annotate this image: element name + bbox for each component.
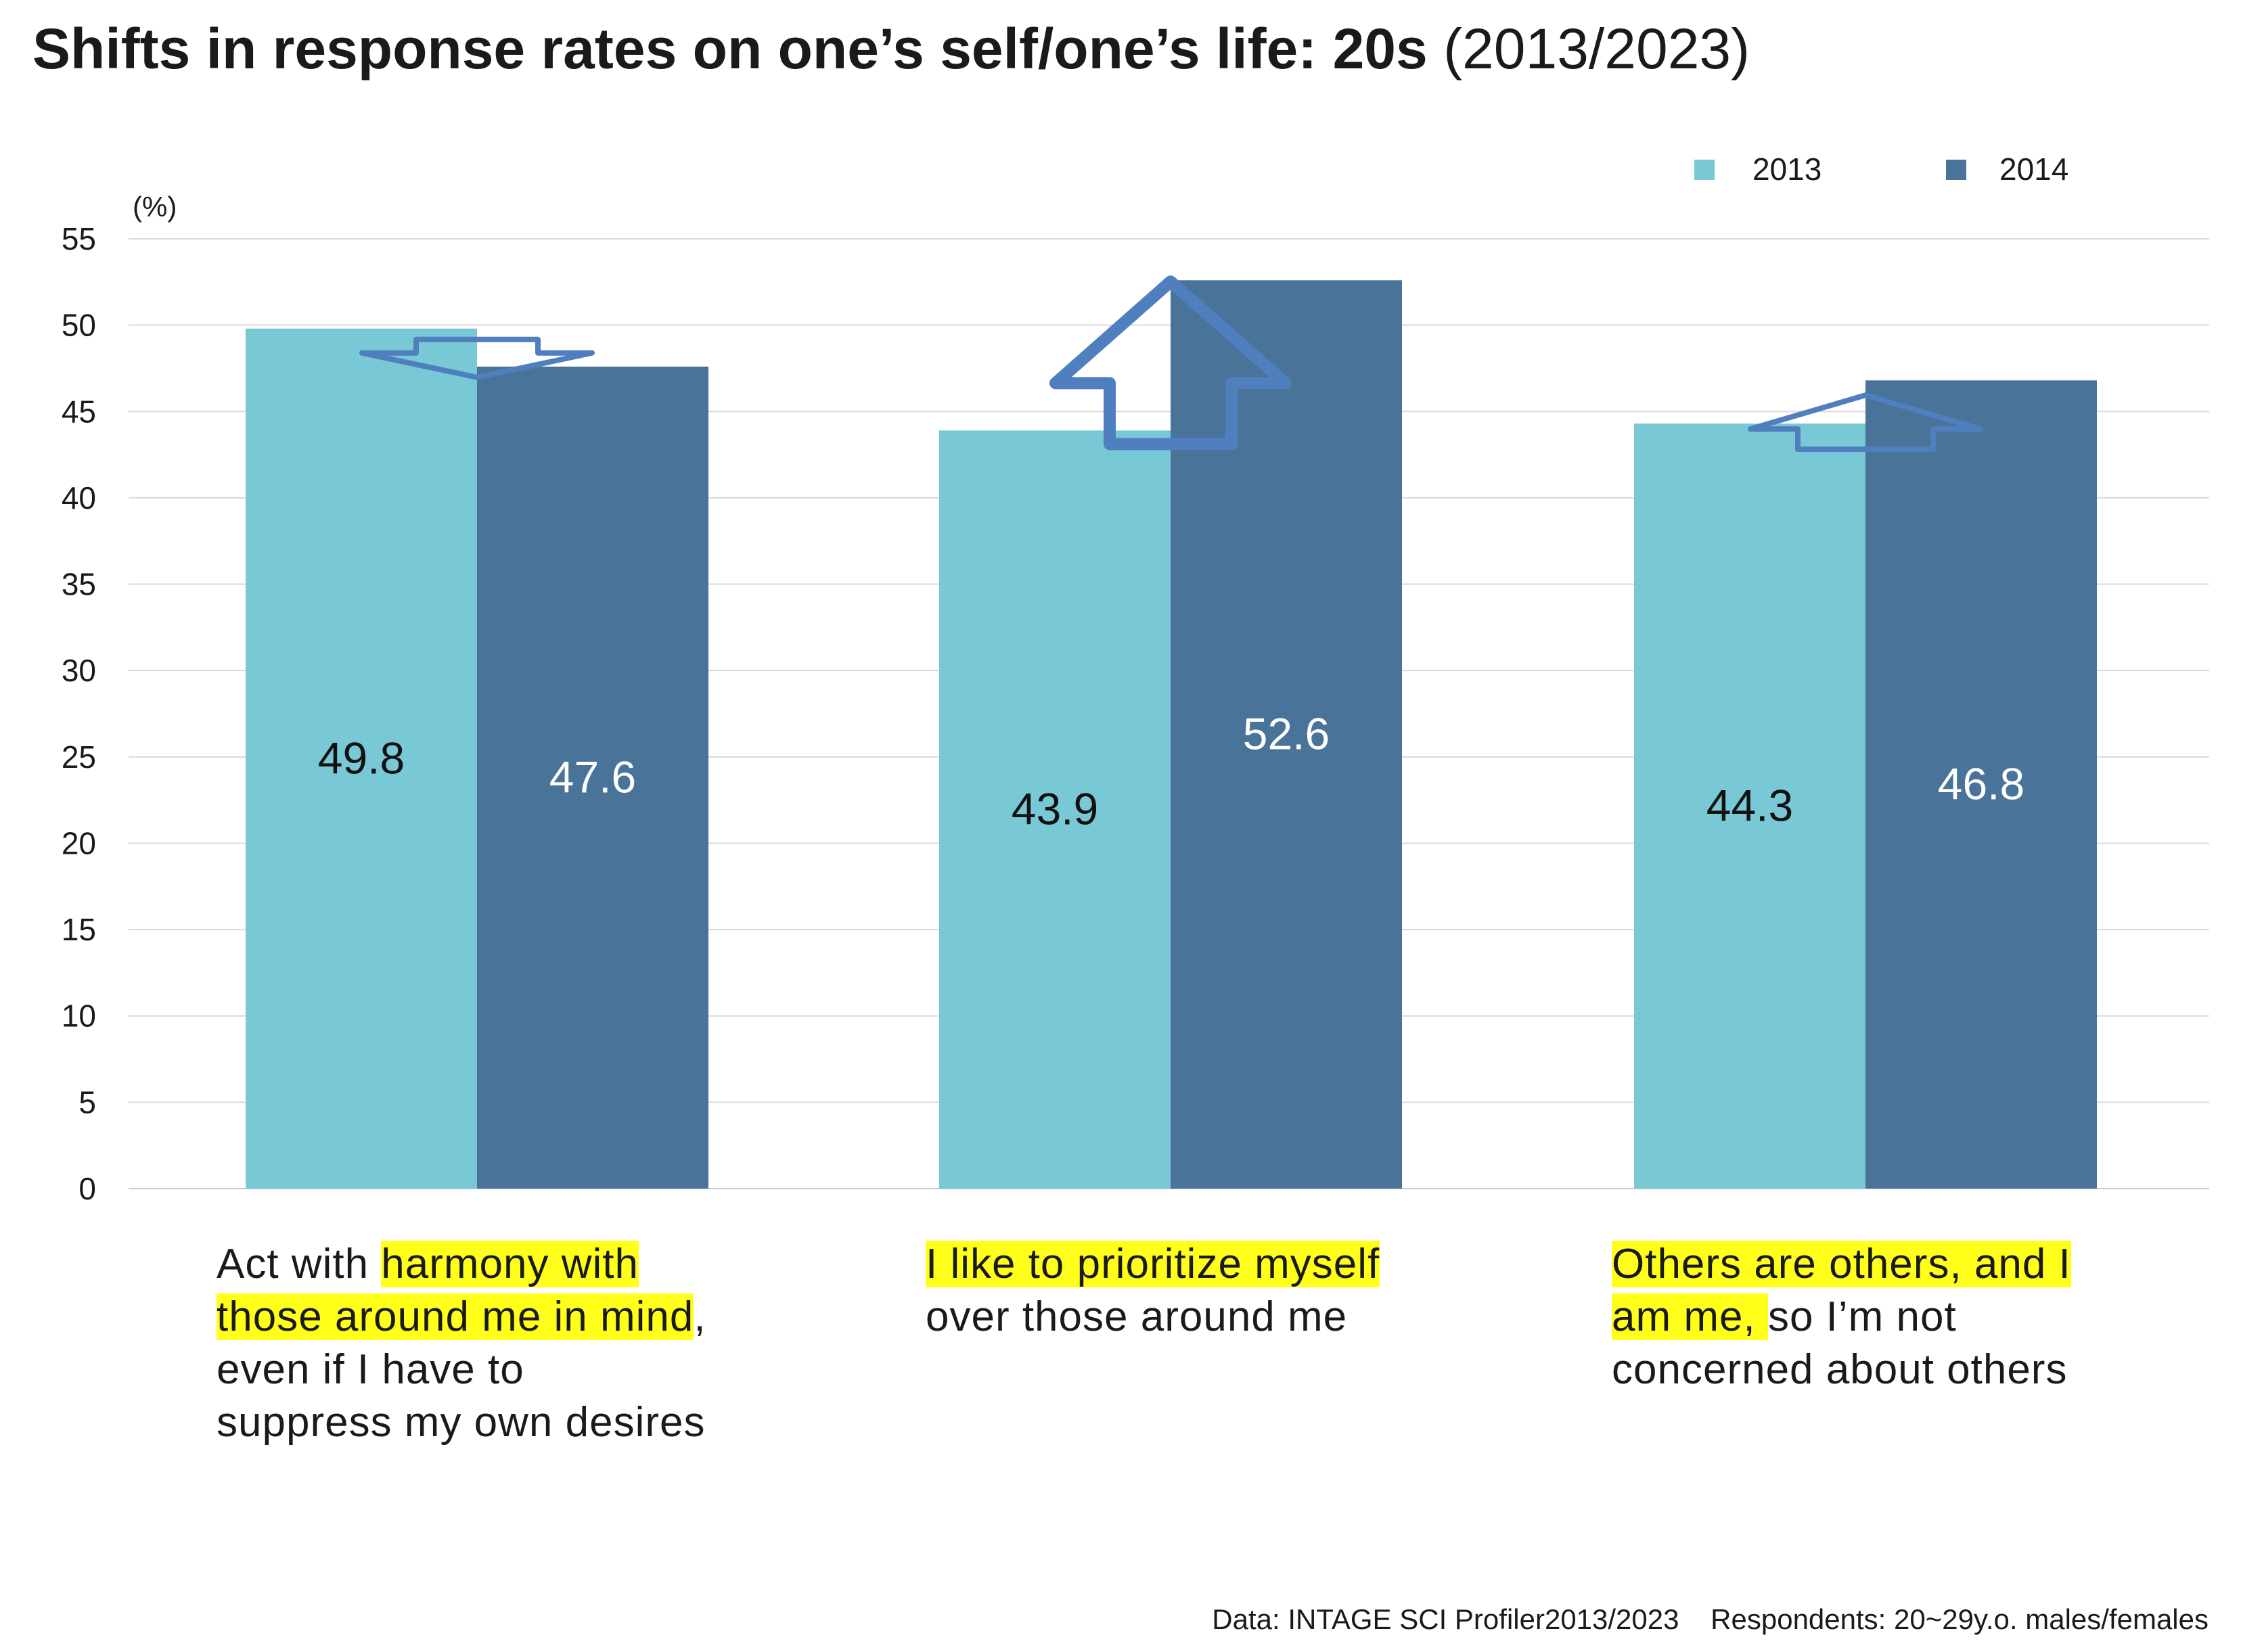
highlighted-phrase: I like to prioritize myself: [926, 1241, 1380, 1287]
bar-2014-2: [1171, 280, 1402, 1189]
data-label: 49.8: [318, 733, 405, 783]
legend-swatch-2013: [1694, 160, 1715, 180]
label-text: even if I have to: [217, 1346, 524, 1393]
chart-title: Shifts in response rates on one’s self/o…: [32, 16, 1750, 82]
y-tick-label: 50: [62, 308, 96, 343]
data-labels: 49.8 43.9 44.3 47.6 52.6 46.8: [318, 709, 2024, 834]
bar-2013-2: [939, 430, 1171, 1189]
legend-swatch-2014: [1946, 160, 1966, 180]
y-tick-label: 55: [62, 221, 96, 256]
highlighted-phrase: harmony with: [381, 1241, 639, 1287]
label-text: suppress my own desires: [217, 1399, 706, 1446]
bar-2013-3: [1634, 423, 1865, 1189]
y-axis-ticks: 0 5 10 15 20 25 30 35 40 45 50 55: [62, 221, 96, 1206]
category-label-harmony: Act with harmony with those around me in…: [217, 1238, 771, 1449]
highlighted-phrase: those around me in mind: [217, 1293, 694, 1340]
data-label: 52.6: [1243, 709, 1330, 759]
bar-2014-3: [1865, 380, 2097, 1189]
chart-title-main: Shifts in response rates on one’s self/o…: [32, 17, 1428, 81]
y-axis-unit-label: (%): [133, 191, 177, 223]
data-label: 47.6: [549, 752, 636, 802]
legend-label-2013: 2013: [1752, 152, 1821, 187]
y-tick-label: 20: [62, 825, 96, 861]
y-tick-label: 40: [62, 480, 96, 515]
bar-2013-1: [246, 328, 477, 1189]
bars: [246, 280, 2097, 1189]
data-label: 43.9: [1012, 784, 1098, 834]
label-text: so I’m not: [1767, 1293, 1957, 1340]
data-label: 44.3: [1706, 781, 1793, 831]
y-tick-label: 45: [62, 394, 96, 429]
bar-2014-1: [477, 366, 708, 1189]
data-label: 46.8: [1938, 759, 2024, 809]
y-tick-label: 35: [62, 567, 96, 602]
label-text: concerned about others: [1612, 1346, 2068, 1393]
label-text: over those around me: [926, 1293, 1348, 1340]
highlighted-phrase: Others are others, and I: [1612, 1241, 2071, 1287]
change-arrows: [359, 275, 1983, 453]
legend: 2013 2014: [1694, 152, 2068, 187]
y-tick-label: 25: [62, 739, 96, 775]
y-tick-label: 15: [62, 912, 96, 947]
y-tick-label: 5: [78, 1084, 96, 1120]
change-arrow-up: [1049, 275, 1292, 451]
legend-label-2014: 2014: [1999, 152, 2068, 187]
y-tick-label: 30: [62, 653, 96, 688]
highlighted-phrase: am me,: [1612, 1293, 1768, 1340]
y-tick-label: 10: [62, 999, 96, 1034]
source-note: Data: INTAGE SCI Profiler2013/2023 Respo…: [1212, 1603, 2209, 1635]
change-arrow-down: [359, 336, 595, 380]
category-label-others-are-others: Others are others, and I am me, so I’m n…: [1612, 1238, 2167, 1396]
category-label-prioritize-myself: I like to prioritize myself over those a…: [926, 1238, 1480, 1344]
chart-title-years: (2013/2023): [1443, 17, 1750, 81]
label-text: ,: [694, 1293, 706, 1340]
change-arrow-flat: [1748, 392, 1983, 453]
label-text: Act with: [217, 1241, 382, 1287]
y-tick-label: 0: [78, 1171, 96, 1206]
